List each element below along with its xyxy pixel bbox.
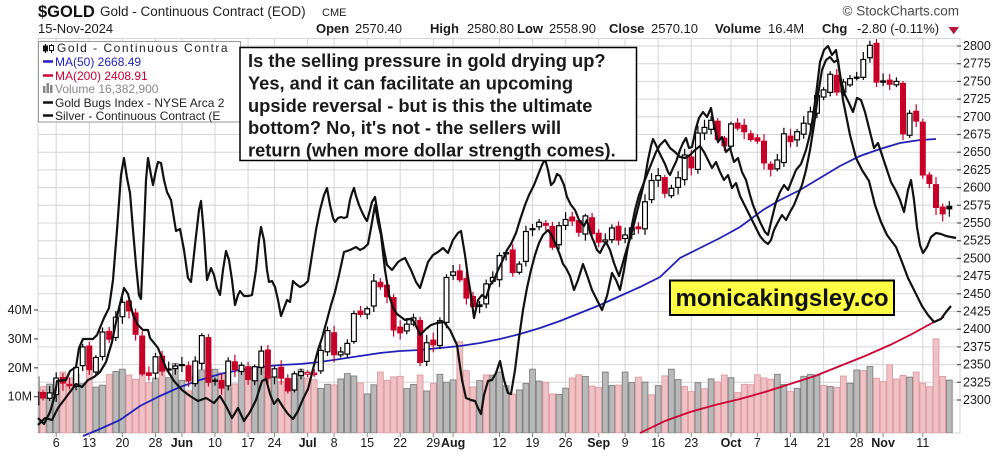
svg-text:© StockCharts.com: © StockCharts.com [843, 4, 959, 19]
svg-text:19: 19 [526, 436, 540, 450]
svg-text:2725: 2725 [963, 92, 991, 106]
svg-text:bottom? No, it's not - the sel: bottom? No, it's not - the sellers will [248, 117, 561, 138]
svg-text:Jun: Jun [171, 436, 193, 450]
svg-text:2750: 2750 [963, 74, 991, 88]
svg-text:MA(200) 2408.91: MA(200) 2408.91 [55, 69, 148, 83]
svg-text:2550: 2550 [963, 216, 991, 230]
svg-text:14: 14 [784, 436, 798, 450]
svg-text:monicakingsley.co: monicakingsley.co [676, 285, 889, 312]
svg-text:2450: 2450 [963, 287, 991, 301]
svg-text:2425: 2425 [963, 305, 991, 319]
svg-text:6: 6 [53, 436, 60, 450]
svg-text:Gold Bugs Index - NYSE Arca 2: Gold Bugs Index - NYSE Arca 2 [55, 96, 225, 110]
svg-text:Sep: Sep [587, 436, 610, 450]
svg-text:13: 13 [82, 436, 96, 450]
svg-text:2350: 2350 [963, 358, 991, 372]
svg-text:2675: 2675 [963, 128, 991, 142]
svg-text:30M: 30M [8, 332, 32, 346]
svg-text:Is the selling pressure in gol: Is the selling pressure in gold drying u… [248, 50, 606, 71]
svg-text:2625: 2625 [963, 163, 991, 177]
svg-text:15-Nov-2024: 15-Nov-2024 [38, 21, 113, 36]
svg-text:9: 9 [622, 436, 629, 450]
svg-text:Volume 16,382,900: Volume 16,382,900 [55, 82, 159, 96]
svg-text:28: 28 [149, 436, 163, 450]
svg-text:Yes, and it can facilitate an: Yes, and it can facilitate an upcoming [248, 72, 573, 93]
svg-text:10: 10 [208, 436, 222, 450]
svg-text:2400: 2400 [963, 322, 991, 336]
svg-text:Nov: Nov [871, 436, 895, 450]
svg-text:8: 8 [331, 436, 338, 450]
svg-text:7: 7 [754, 436, 761, 450]
svg-text:11: 11 [916, 436, 929, 450]
svg-text:2575: 2575 [963, 198, 991, 212]
svg-text:15: 15 [360, 436, 374, 450]
svg-text:upside reversal - but is this: upside reversal - but is this the ultima… [248, 95, 592, 116]
svg-text:2525: 2525 [963, 234, 991, 248]
svg-text:return (when more dollar stren: return (when more dollar strength comes)… [248, 140, 616, 161]
svg-text:2325: 2325 [963, 375, 991, 389]
svg-text:2650: 2650 [963, 145, 991, 159]
svg-text:2800: 2800 [963, 39, 991, 53]
svg-text:26: 26 [559, 436, 573, 450]
svg-text:Silver - Continuous Contract (: Silver - Continuous Contract (E [55, 109, 220, 123]
svg-text:2700: 2700 [963, 110, 991, 124]
svg-text:2775: 2775 [963, 57, 991, 71]
svg-text:MA(50) 2668.49: MA(50) 2668.49 [55, 55, 141, 69]
svg-text:12: 12 [493, 436, 507, 450]
svg-text:Oct: Oct [721, 436, 743, 450]
svg-text:20M: 20M [8, 361, 32, 375]
svg-text:10M: 10M [8, 390, 32, 404]
svg-text:28: 28 [850, 436, 864, 450]
svg-text:16: 16 [651, 436, 665, 450]
svg-text:$GOLD: $GOLD [38, 3, 95, 21]
svg-text:22: 22 [393, 436, 407, 450]
svg-text:40M: 40M [8, 303, 32, 317]
svg-text:23: 23 [684, 436, 698, 450]
svg-text:2475: 2475 [963, 269, 991, 283]
svg-text:Gold - Continuous Contract (EO: Gold - Continuous Contract (EOD) [100, 4, 306, 19]
svg-text:2600: 2600 [963, 181, 991, 195]
svg-text:Gold - Continuous Contra: Gold - Continuous Contra [57, 41, 229, 55]
svg-text:Jul: Jul [299, 436, 317, 450]
svg-text:20: 20 [115, 436, 129, 450]
svg-text:Aug: Aug [441, 436, 465, 450]
svg-text:2500: 2500 [963, 251, 991, 265]
svg-text:2300: 2300 [963, 393, 991, 407]
svg-text:17: 17 [241, 436, 255, 450]
svg-text:CME: CME [322, 7, 346, 19]
svg-text:21: 21 [817, 436, 831, 450]
svg-text:29: 29 [426, 436, 440, 450]
svg-text:24: 24 [268, 436, 282, 450]
svg-text:2375: 2375 [963, 340, 991, 354]
